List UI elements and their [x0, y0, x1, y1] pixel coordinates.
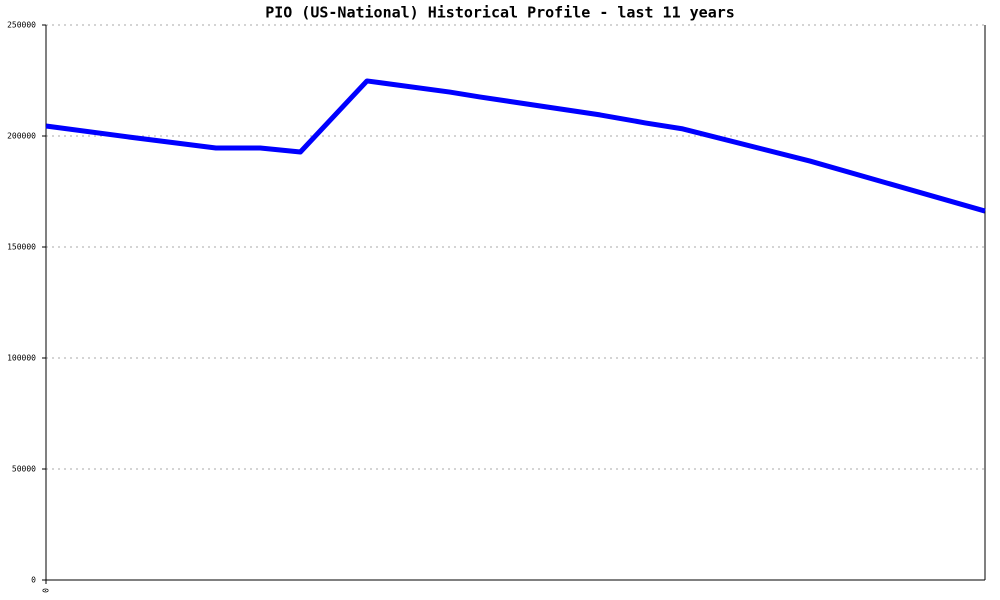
y-tick-label: 150000	[7, 243, 36, 252]
y-tick-label: 100000	[7, 354, 36, 363]
chart-title: PIO (US-National) Historical Profile - l…	[265, 4, 735, 22]
y-tick-label: 50000	[12, 465, 36, 474]
data-line	[45, 78, 986, 214]
y-tick-label: 250000	[7, 21, 36, 30]
x-tick-label: 0	[42, 588, 51, 593]
y-tick-label: 0	[31, 576, 36, 585]
y-tick-label: 200000	[7, 132, 36, 141]
